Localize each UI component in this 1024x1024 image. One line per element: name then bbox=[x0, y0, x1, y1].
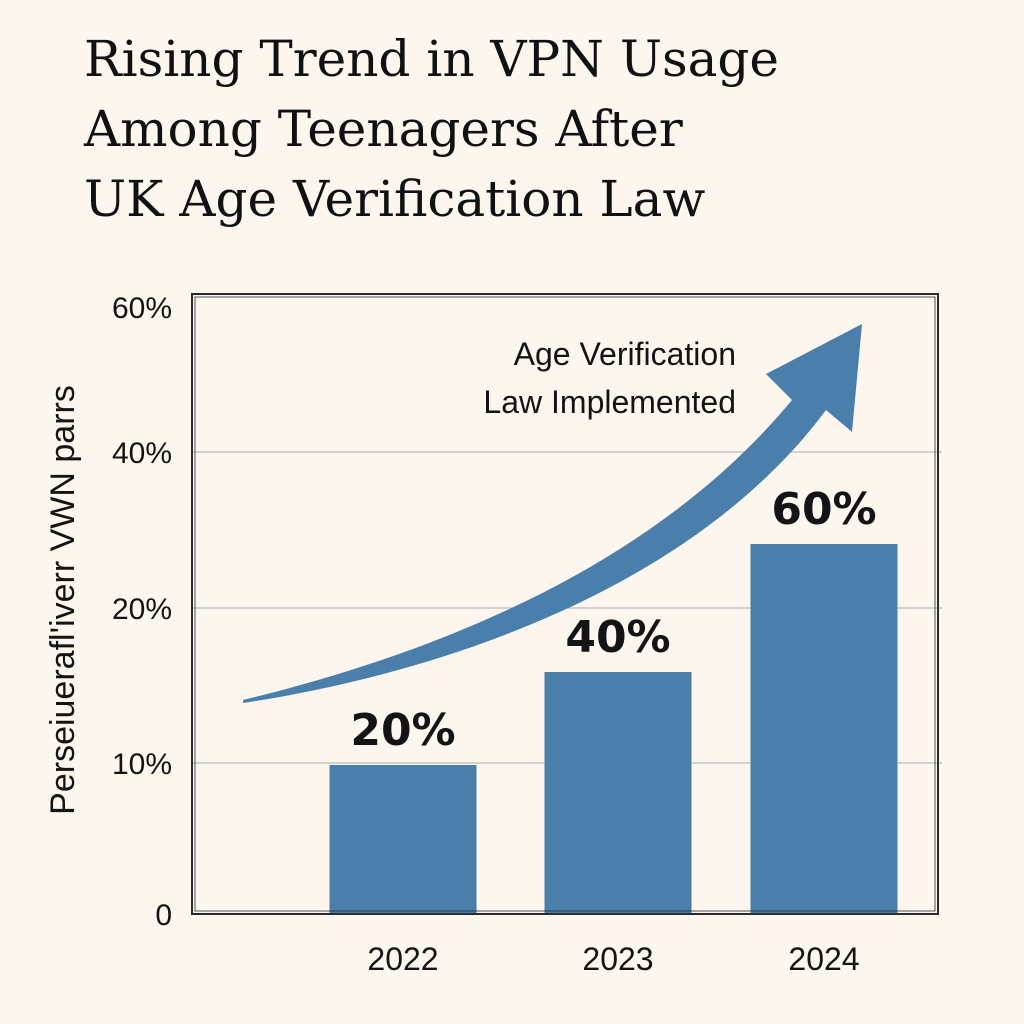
bars bbox=[329, 544, 898, 914]
x-axis-labels: 2022 2023 2024 bbox=[367, 941, 859, 977]
y-tick-label: 60% bbox=[112, 292, 172, 325]
bar-2024 bbox=[750, 544, 898, 914]
trend-arrow-icon bbox=[243, 324, 862, 703]
data-labels: 20% 40% 60% bbox=[350, 484, 876, 756]
chart-title: Rising Trend in VPN Usage Among Teenager… bbox=[84, 24, 984, 234]
x-tick-label: 2024 bbox=[788, 941, 859, 977]
bar-2022 bbox=[329, 765, 477, 914]
trend-arrow-group bbox=[243, 324, 862, 703]
title-line-3: UK Age Verification Law bbox=[84, 170, 706, 228]
plot-frame bbox=[191, 293, 939, 915]
data-label: 60% bbox=[771, 484, 876, 535]
y-tick-label: 10% bbox=[112, 748, 172, 781]
y-axis-title: Perseiuerafl'iverr VWN parrs bbox=[44, 385, 82, 815]
annotation: Age Verification Law Implemented bbox=[483, 336, 736, 420]
x-tick-label: 2023 bbox=[582, 941, 653, 977]
title-line-1: Rising Trend in VPN Usage bbox=[84, 30, 780, 88]
y-axis-ticks: 0 10% 20% 40% 60% bbox=[112, 292, 172, 932]
title-line-2: Among Teenagers After bbox=[84, 100, 683, 158]
bar-2023 bbox=[544, 672, 692, 914]
plot-frame-inner bbox=[194, 296, 936, 912]
x-tick-label: 2022 bbox=[367, 941, 438, 977]
annotation-line: Age Verification bbox=[514, 336, 736, 372]
data-label: 40% bbox=[565, 612, 670, 663]
y-tick-label: 40% bbox=[112, 437, 172, 470]
annotation-line: Law Implemented bbox=[483, 384, 736, 420]
y-tick-label: 20% bbox=[112, 593, 172, 626]
data-label: 20% bbox=[350, 705, 455, 756]
y-tick-label: 0 bbox=[155, 899, 172, 932]
